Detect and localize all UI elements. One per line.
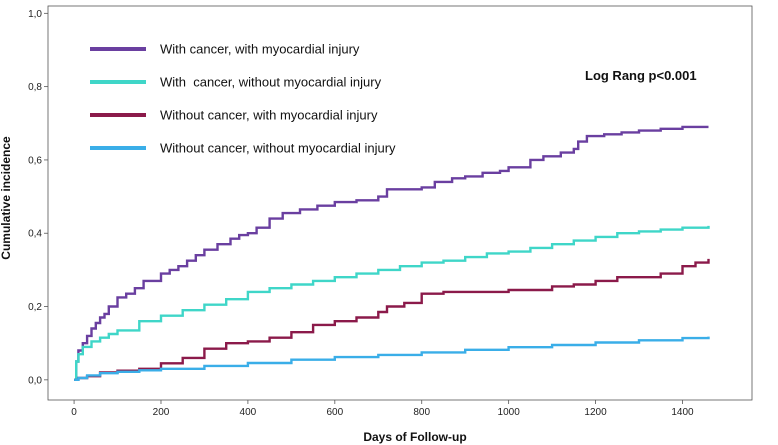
y-axis-title: Cumulative incidence (0, 136, 13, 260)
plot-border (47, 5, 753, 401)
y-tick-label: 0,6 (28, 155, 42, 166)
x-axis-title: Days of Follow-up (363, 430, 466, 444)
y-tick-label: 0,4 (28, 229, 42, 240)
legend-label-4: Without cancer, without myocardial injur… (160, 141, 396, 156)
x-tick-label: 400 (240, 407, 257, 418)
x-tick-label: 1000 (498, 407, 521, 418)
x-axis-ticks: 0 200 400 600 800 1000 1200 1400 (71, 400, 694, 418)
plot-frame (47, 5, 753, 401)
y-tick-label: 1,0 (28, 9, 42, 20)
x-tick-label: 600 (326, 407, 343, 418)
x-tick-label: 1400 (671, 407, 694, 418)
series-line-2 (74, 225, 710, 381)
series-line-3 (74, 258, 710, 381)
legend: With cancer, with myocardial injury With … (90, 42, 396, 156)
y-tick-label: 0,2 (28, 302, 42, 313)
x-tick-label: 1200 (584, 407, 607, 418)
y-axis-ticks: 0,0 0,2 0,4 0,6 0,8 1,0 (28, 9, 48, 386)
series-lines (74, 125, 710, 381)
legend-label-1: With cancer, with myocardial injury (160, 42, 360, 57)
y-tick-label: 0,8 (28, 82, 42, 93)
log-rank-annotation: Log Rang p<0.001 (585, 68, 697, 83)
x-tick-label: 200 (153, 407, 170, 418)
x-tick-label: 0 (71, 407, 77, 418)
y-tick-label: 0,0 (28, 375, 42, 386)
legend-label-3: Without cancer, with myocardial injury (160, 108, 378, 123)
x-tick-label: 800 (413, 407, 430, 418)
series-line-4 (74, 336, 710, 381)
series-line-1 (74, 125, 709, 381)
legend-label-2: With cancer, without myocardial injury (160, 75, 382, 90)
